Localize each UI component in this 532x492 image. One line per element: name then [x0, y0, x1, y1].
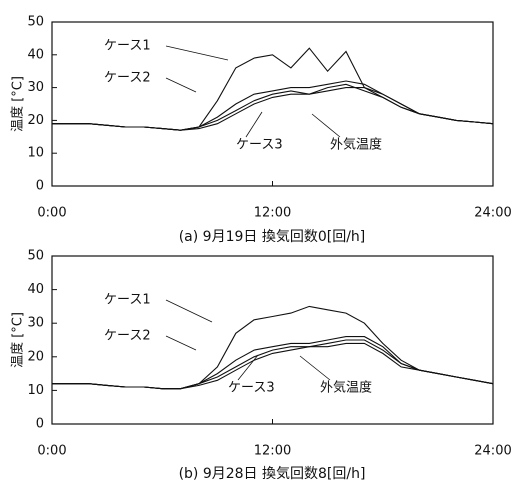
- y-axis-label: 温度 [°C]: [10, 76, 26, 132]
- chart: 0 10 20 30 40 50 0:00 12:00 24:00 温度 [°C] (b) 9月28…: [10, 249, 512, 483]
- series-label: ケース3: [236, 138, 283, 153]
- chart-caption: (a) 9月19日 換気回数0[回/h]: [179, 229, 366, 245]
- leader-line: [165, 335, 197, 351]
- series-line: [52, 305, 494, 390]
- y-axis-label: 温度 [°C]: [10, 312, 26, 368]
- y-tick-label: 0: [36, 417, 44, 432]
- series-label: ケース1: [104, 293, 151, 308]
- leader-line: [237, 354, 259, 381]
- series-label: 外気温度: [330, 137, 382, 153]
- series-line: [52, 87, 494, 131]
- series-label: 外気温度: [320, 380, 372, 396]
- leader-line: [299, 355, 331, 381]
- y-tick-label: 10: [27, 146, 44, 161]
- y-tick-label: 30: [27, 316, 44, 331]
- series-line: [52, 80, 494, 131]
- x-tick-label: 0:00: [37, 444, 66, 459]
- x-tick-label: 0:00: [37, 206, 66, 221]
- y-tick-label: 40: [27, 282, 44, 297]
- leader-line: [311, 113, 341, 138]
- y-tick-label: 10: [27, 383, 44, 398]
- series-label: ケース1: [104, 39, 151, 54]
- series-label: ケース3: [228, 381, 275, 396]
- chart-caption: (b) 9月28日 換気回数8[回/h]: [179, 466, 366, 482]
- series-line: [52, 47, 494, 131]
- x-tick-label: 12:00: [254, 206, 291, 221]
- series-line: [52, 342, 494, 390]
- leader-line: [165, 299, 213, 323]
- chart: 0 10 20 30 40 50 0:00 12:00 24:00 温度 [°C] (a) 9月19…: [10, 15, 512, 246]
- y-tick-label: 50: [27, 249, 44, 264]
- y-tick-label: 0: [36, 179, 44, 194]
- x-tick-label: 24:00: [474, 444, 511, 459]
- y-tick-label: 30: [27, 80, 44, 95]
- leader-line: [165, 45, 229, 61]
- leader-line: [245, 111, 263, 138]
- series-label: ケース2: [104, 329, 151, 344]
- y-tick-label: 50: [27, 15, 44, 30]
- x-tick-label: 12:00: [254, 444, 291, 459]
- y-tick-label: 20: [27, 349, 44, 364]
- x-tick-label: 24:00: [474, 206, 511, 221]
- y-tick-label: 20: [27, 113, 44, 128]
- leader-line: [165, 77, 197, 93]
- y-tick-label: 40: [27, 47, 44, 62]
- series-label: ケース2: [104, 71, 151, 86]
